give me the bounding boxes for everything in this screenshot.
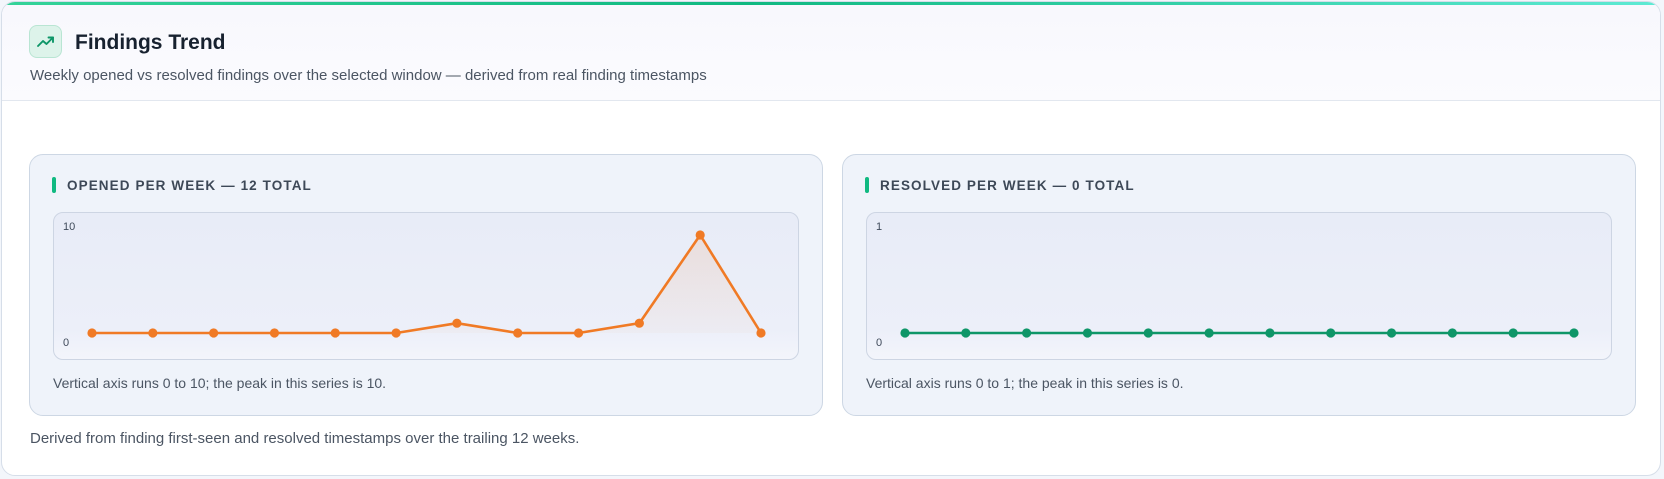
opened-point-11 [695, 230, 705, 240]
resolved-point-10 [1447, 328, 1457, 338]
resolved-y-tick-max: 1 [876, 221, 882, 233]
resolved-point-9 [1386, 328, 1397, 338]
resolved-point-1 [900, 328, 910, 338]
resolved-point-5 [1143, 328, 1153, 338]
panel-title-marker [865, 177, 869, 193]
opened-area [92, 235, 761, 333]
resolved-point-11 [1508, 328, 1518, 338]
resolved-line-chart: 10 [876, 221, 1579, 349]
card-header: Findings Trend Weekly opened vs resolved… [2, 5, 1660, 101]
opened-y-tick-min: 0 [63, 337, 69, 349]
resolved-point-8 [1326, 328, 1336, 338]
resolved-point-2 [961, 328, 971, 338]
opened-axis-note: Vertical axis runs 0 to 10; the peak in … [53, 375, 387, 391]
opened-series-line [90, 233, 763, 335]
trending-up-icon [29, 25, 62, 58]
resolved-point-7 [1265, 328, 1275, 338]
opened-point-3 [209, 328, 219, 338]
footer-note: Derived from finding first-seen and reso… [30, 430, 580, 447]
resolved-y-tick-min: 0 [876, 337, 882, 349]
opened-point-5 [330, 328, 340, 338]
opened-point-8 [513, 328, 523, 338]
card-accent-bar [2, 2, 1660, 5]
opened-panel: OPENED PER WEEK — 12 TOTAL 10 0 Vertical … [29, 154, 823, 416]
opened-y-tick-max: 10 [63, 221, 75, 233]
opened-plot-area: 10 0 [53, 212, 799, 360]
opened-point-12 [756, 328, 766, 338]
opened-point-6 [391, 328, 401, 338]
resolved-panel-title: RESOLVED PER WEEK — 0 TOTAL [880, 178, 1135, 193]
opened-point-2 [148, 328, 158, 338]
opened-point-9 [573, 328, 584, 338]
panel-title-marker [52, 177, 56, 193]
opened-point-7 [452, 318, 462, 328]
opened-point-4 [269, 328, 280, 338]
resolved-point-4 [1082, 328, 1093, 338]
opened-panel-title: OPENED PER WEEK — 12 TOTAL [67, 178, 312, 193]
resolved-axis-note: Vertical axis runs 0 to 1; the peak in t… [866, 375, 1184, 391]
card-title: Findings Trend [75, 31, 226, 54]
resolved-point-6 [1204, 328, 1214, 338]
opened-line-chart: 10 0 [63, 221, 766, 349]
opened-point-1 [87, 328, 97, 338]
resolved-point-3 [1022, 328, 1032, 338]
resolved-point-12 [1569, 328, 1579, 338]
card-subtitle: Weekly opened vs resolved findings over … [30, 67, 707, 84]
opened-point-10 [634, 318, 644, 328]
